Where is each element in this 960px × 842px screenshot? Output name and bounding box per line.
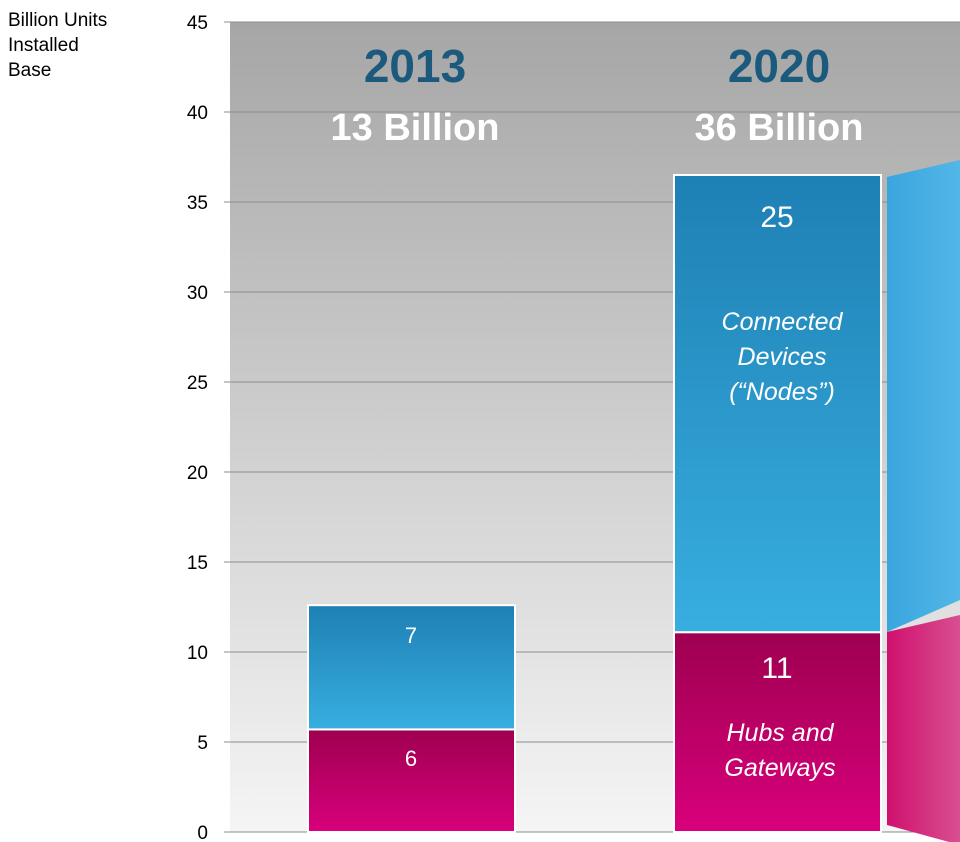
hubs-side-band bbox=[887, 615, 960, 842]
y-tick-label: 5 bbox=[197, 733, 208, 754]
nodes-label-line-2: Devices bbox=[738, 343, 827, 371]
y-tick-label: 0 bbox=[197, 823, 208, 842]
y-tick-label: 20 bbox=[187, 463, 208, 484]
y-axis-label: Billion Units Installed Base bbox=[8, 8, 107, 83]
hubs-label-line-2: Gateways bbox=[724, 754, 835, 782]
year-2020: 2020 bbox=[728, 40, 830, 92]
y-tick-label: 15 bbox=[187, 553, 208, 574]
label-2013-hubs: 6 bbox=[405, 746, 417, 771]
y-tick-label: 30 bbox=[187, 283, 208, 304]
label-2020-hubs: 11 bbox=[761, 652, 792, 685]
y-axis-label-line-1: Billion Units bbox=[8, 10, 108, 31]
label-2013-nodes: 7 bbox=[405, 623, 417, 648]
y-tick-label: 35 bbox=[187, 193, 208, 214]
y-axis-label-line-3: Base bbox=[8, 60, 52, 81]
total-2013: 13 Billion bbox=[331, 107, 500, 149]
nodes-side-band bbox=[887, 160, 960, 632]
nodes-label-line-3: (“Nodes”) bbox=[729, 378, 835, 406]
y-tick-label: 10 bbox=[187, 643, 208, 664]
bar-2013-hubs bbox=[307, 728, 516, 834]
y-tick-label: 25 bbox=[187, 373, 208, 394]
bar-2013-nodes bbox=[307, 604, 516, 731]
hubs-label-line-1: Hubs and bbox=[726, 719, 834, 747]
label-2020-nodes: 25 bbox=[760, 201, 793, 234]
bar-2020-nodes bbox=[673, 174, 882, 634]
y-tick-label: 40 bbox=[187, 103, 208, 124]
bars bbox=[307, 174, 882, 834]
year-2013: 2013 bbox=[364, 40, 466, 92]
nodes-label-line-1: Connected bbox=[722, 308, 844, 336]
total-2020: 36 Billion bbox=[695, 107, 864, 149]
y-axis-label-line-2: Installed bbox=[8, 35, 79, 56]
y-tick-label: 45 bbox=[187, 13, 208, 34]
y-tick-labels: 0 5 10 15 20 25 30 35 40 45 bbox=[187, 13, 208, 842]
